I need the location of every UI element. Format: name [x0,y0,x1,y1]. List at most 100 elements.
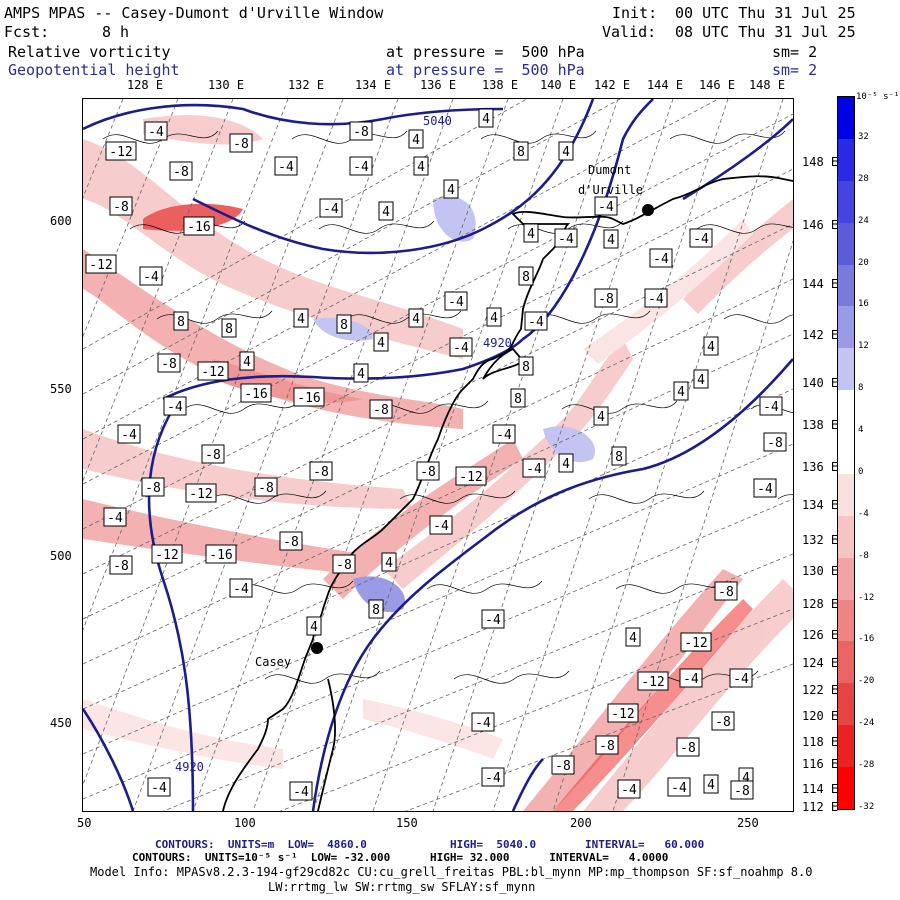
footer-model-info-2: LW:rrtmg_lw SW:rrtmg_sw SFLAY:sf_mynn [268,880,536,894]
right-lat-label: 136 E [802,460,839,474]
svg-text:-8: -8 [145,481,161,496]
svg-text:-8: -8 [599,739,615,754]
station-label-casey: Casey [255,655,291,669]
svg-text:4: 4 [562,145,570,160]
svg-text:-4: -4 [763,400,779,415]
vorticity-value-label: 4 [353,363,369,383]
svg-text:4: 4 [412,133,420,148]
svg-text:4: 4 [297,312,305,327]
grid-line [252,99,509,811]
svg-text:-8: -8 [113,559,129,574]
vorticity-value-label: -4 [229,578,253,598]
vorticity-value-label: 4 [293,308,309,328]
fcst-value: 8 h [102,23,130,41]
svg-text:-4: -4 [683,672,699,687]
svg-text:4: 4 [447,183,455,198]
vorticity-value-label: 4 [486,307,502,327]
right-lat-label: 148 E [802,155,839,169]
svg-text:8: 8 [372,603,380,618]
thin-contour [777,494,793,500]
right-lat-label: 126 E [802,628,839,642]
vorticity-value-label: -4 [471,712,495,732]
vorticity-value-label: -8 [169,161,193,181]
vorticity-value-label: -4 [759,396,783,416]
height-label-4920: 4920 [175,760,204,774]
vorticity-value-label: 4 [593,406,609,426]
colorbar-label: 32 [858,131,869,142]
vorticity-value-label: 8 [518,356,534,376]
vorticity-value-label: 4 [558,141,574,161]
vorticity-value-label: 4 [703,336,719,356]
colorbar-swatch [838,432,854,475]
vorticity-value-label: -4 [117,424,141,444]
svg-text:4: 4 [357,367,365,382]
vorticity-value-label: 4 [378,201,394,221]
grid-line [83,99,289,631]
field1-level: at pressure = 500 hPa [386,43,585,61]
vorticity-value-label: -16 [205,544,237,564]
svg-text:8: 8 [225,322,233,337]
vorticity-value-label: -4 [594,196,618,216]
station-label-durville: d'Urville [578,183,643,197]
right-lat-label: 116 E [802,757,839,771]
svg-text:-8: -8 [113,200,129,215]
svg-text:-8: -8 [767,436,783,451]
svg-text:4: 4 [742,771,750,786]
height-label-5040: 5040 [423,114,452,128]
vorticity-value-label: 4 [478,108,494,128]
footer-height-contours: CONTOURS: UNITS=m LOW= 4860.0 [155,838,367,851]
svg-text:-12: -12 [459,470,482,485]
thin-contour [453,670,570,684]
colorbar-label: 8 [858,383,864,394]
vorticity-value-label: -12 [680,632,712,652]
right-lat-label: 124 E [802,656,839,670]
svg-text:4: 4 [677,385,685,400]
svg-text:-4: -4 [757,482,773,497]
svg-text:4: 4 [385,556,393,571]
chart-title: AMPS MPAS -- Casey-Dumont d'Urville Wind… [4,4,384,22]
svg-text:8: 8 [517,145,525,160]
thin-contour [723,314,793,324]
grid-line [83,278,793,620]
station-label-dumont: Dumont [588,163,631,177]
svg-text:-4: -4 [693,232,709,247]
vorticity-value-label: -8 [157,353,181,373]
vorticity-value-label: -8 [349,121,373,141]
vorticity-value-label: 8 [336,314,352,334]
svg-text:-4: -4 [733,672,749,687]
field2-name: Geopotential height [8,61,180,79]
thin-contour [399,490,516,504]
vorticity-value-label: 8 [513,141,529,161]
svg-text:-4: -4 [485,771,501,786]
colorbar-swatch [838,683,854,726]
svg-text:-8: -8 [715,715,731,730]
colorbar-label: -32 [858,802,875,812]
colorbar-swatch [838,180,854,224]
vorticity-value-label: 4 [523,223,539,243]
colorbar-label: -12 [858,592,875,603]
colorbar-label: -28 [858,760,875,771]
vorticity-value-label: -4 [492,424,516,444]
vorticity-value-label: -4 [649,248,673,268]
colorbar-label: -20 [858,676,875,687]
vorticity-value-label: -4 [554,228,578,248]
field2-level: at pressure = 500 hPa [386,61,585,79]
colorbar-label: -24 [858,718,875,729]
fcst-label: Fcst: [4,23,50,41]
svg-text:-8: -8 [233,137,249,152]
vorticity-value-label: -8 [309,461,333,481]
svg-text:-8: -8 [205,448,221,463]
svg-text:8: 8 [615,450,623,465]
geopotential-height-contours [83,99,793,811]
top-lon-label: 142 E [593,78,631,92]
top-lon-label: 146 E [698,78,736,92]
vorticity-value-label: -4 [139,266,163,286]
svg-text:-4: -4 [453,341,469,356]
thin-contour [534,310,651,324]
vorticity-value-label: -16 [183,216,215,236]
footer-model-info: Model Info: MPASv8.2.3-194-gf29cd82c CU:… [90,865,813,879]
vorticity-value-label: -4 [522,458,546,478]
thin-contour [210,490,327,504]
svg-text:-4: -4 [433,519,449,534]
vorticity-value-label: -8 [141,477,165,497]
